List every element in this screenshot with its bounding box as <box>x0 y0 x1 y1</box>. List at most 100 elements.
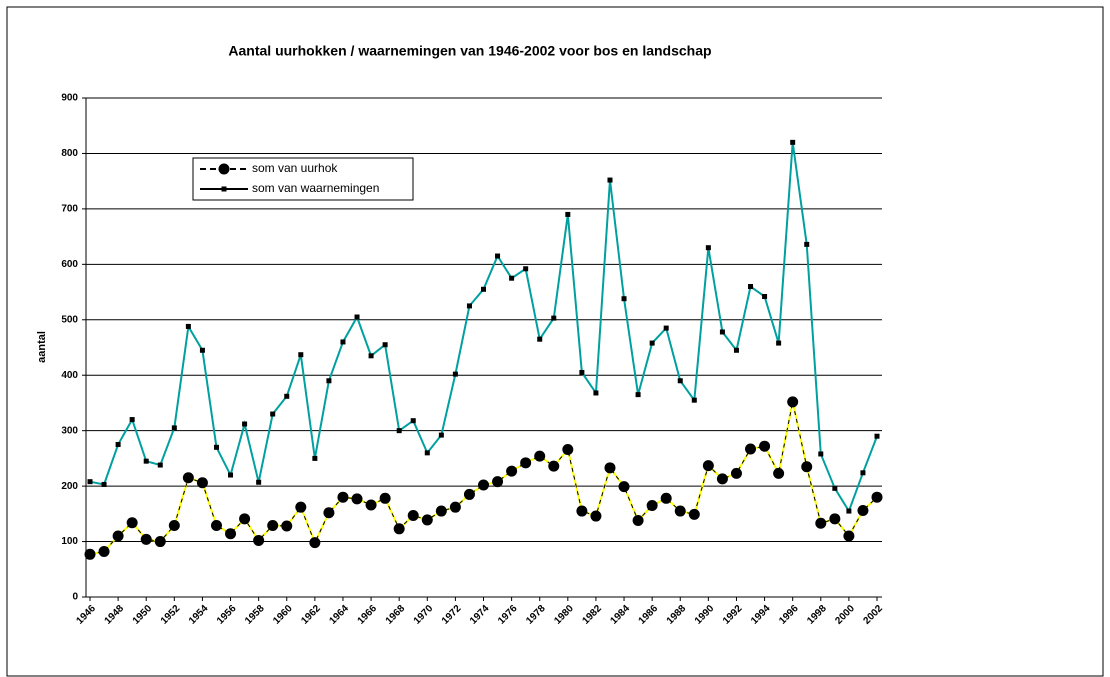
point-marker <box>421 514 433 526</box>
point-marker <box>618 481 630 493</box>
point-marker <box>210 519 222 531</box>
point-marker <box>239 513 251 525</box>
point-marker <box>832 485 838 491</box>
y-tick-label: 600 <box>61 259 78 270</box>
y-tick-label: 200 <box>61 481 78 492</box>
point-marker <box>396 428 402 434</box>
point-marker <box>509 275 515 281</box>
y-tick-label: 900 <box>61 93 78 104</box>
y-tick-label: 700 <box>61 204 78 215</box>
point-marker <box>98 546 110 558</box>
point-marker <box>748 284 754 290</box>
point-marker <box>424 450 430 456</box>
point-marker <box>649 340 655 346</box>
point-marker <box>590 510 602 522</box>
point-marker <box>267 519 279 531</box>
point-marker <box>337 491 349 503</box>
point-marker <box>534 450 546 462</box>
point-marker <box>776 340 782 346</box>
point-marker <box>281 520 293 532</box>
point-marker <box>326 378 332 384</box>
point-marker <box>435 505 447 517</box>
point-marker <box>759 440 771 452</box>
point-marker <box>857 505 869 517</box>
point-marker <box>733 347 739 353</box>
y-tick-label: 500 <box>61 314 78 325</box>
point-marker <box>253 534 265 546</box>
point-marker <box>607 177 613 183</box>
point-marker <box>481 286 486 292</box>
y-axis-label: aantal <box>36 331 48 363</box>
y-tick-label: 400 <box>61 370 78 381</box>
point-marker <box>843 530 855 542</box>
point-marker <box>745 443 757 455</box>
point-marker <box>551 315 557 321</box>
point-marker <box>492 476 504 488</box>
point-marker <box>154 536 166 548</box>
point-marker <box>576 505 588 517</box>
point-marker <box>520 457 532 469</box>
point-marker <box>537 336 543 342</box>
point-marker <box>495 253 501 259</box>
point-marker <box>309 537 321 549</box>
point-marker <box>101 481 107 487</box>
point-marker <box>157 462 163 468</box>
point-marker <box>478 479 489 491</box>
point-marker <box>871 491 883 503</box>
point-marker <box>562 444 574 456</box>
point-marker <box>818 451 824 457</box>
point-marker <box>635 392 641 398</box>
point-marker <box>284 393 290 399</box>
point-marker <box>213 444 219 450</box>
point-marker <box>354 314 360 320</box>
point-marker <box>621 296 627 302</box>
point-marker <box>506 465 518 477</box>
point-marker <box>874 433 880 439</box>
point-marker <box>87 479 93 485</box>
point-marker <box>171 425 177 431</box>
point-marker <box>182 472 194 484</box>
point-marker <box>804 241 810 247</box>
point-marker <box>295 501 307 513</box>
point-marker <box>773 467 785 479</box>
point-marker <box>604 462 616 474</box>
point-marker <box>410 418 416 424</box>
point-marker <box>129 417 135 423</box>
point-marker <box>256 479 262 485</box>
chart-frame <box>6 6 1104 677</box>
point-marker <box>242 421 248 427</box>
point-marker <box>115 442 121 448</box>
point-marker <box>225 528 237 540</box>
y-tick-label: 800 <box>61 148 78 159</box>
point-marker <box>140 533 152 545</box>
y-tick-label: 0 <box>72 592 78 603</box>
point-marker <box>365 499 377 511</box>
point-marker <box>730 467 742 479</box>
point-marker <box>323 507 335 519</box>
point-marker <box>452 371 458 377</box>
point-marker <box>801 461 813 473</box>
point-marker <box>228 472 234 478</box>
point-marker <box>196 477 208 489</box>
chart-title: Aantal uurhokken / waarnemingen van 1946… <box>228 43 711 59</box>
point-marker <box>382 342 388 348</box>
point-marker <box>705 245 711 251</box>
point-marker <box>463 488 475 500</box>
point-marker <box>860 470 866 476</box>
point-marker <box>523 266 529 272</box>
point-marker <box>674 505 686 517</box>
point-marker <box>688 508 700 520</box>
point-marker <box>660 492 672 504</box>
point-marker <box>677 378 683 384</box>
point-marker <box>716 473 728 485</box>
point-marker <box>126 517 138 529</box>
point-marker <box>84 548 96 560</box>
point-marker <box>593 390 599 396</box>
point-marker <box>548 460 560 472</box>
legend-swatch-marker <box>218 163 230 175</box>
legend-box <box>192 157 414 201</box>
legend-swatch-marker <box>221 186 227 192</box>
point-marker <box>579 369 585 375</box>
point-marker <box>632 514 644 526</box>
